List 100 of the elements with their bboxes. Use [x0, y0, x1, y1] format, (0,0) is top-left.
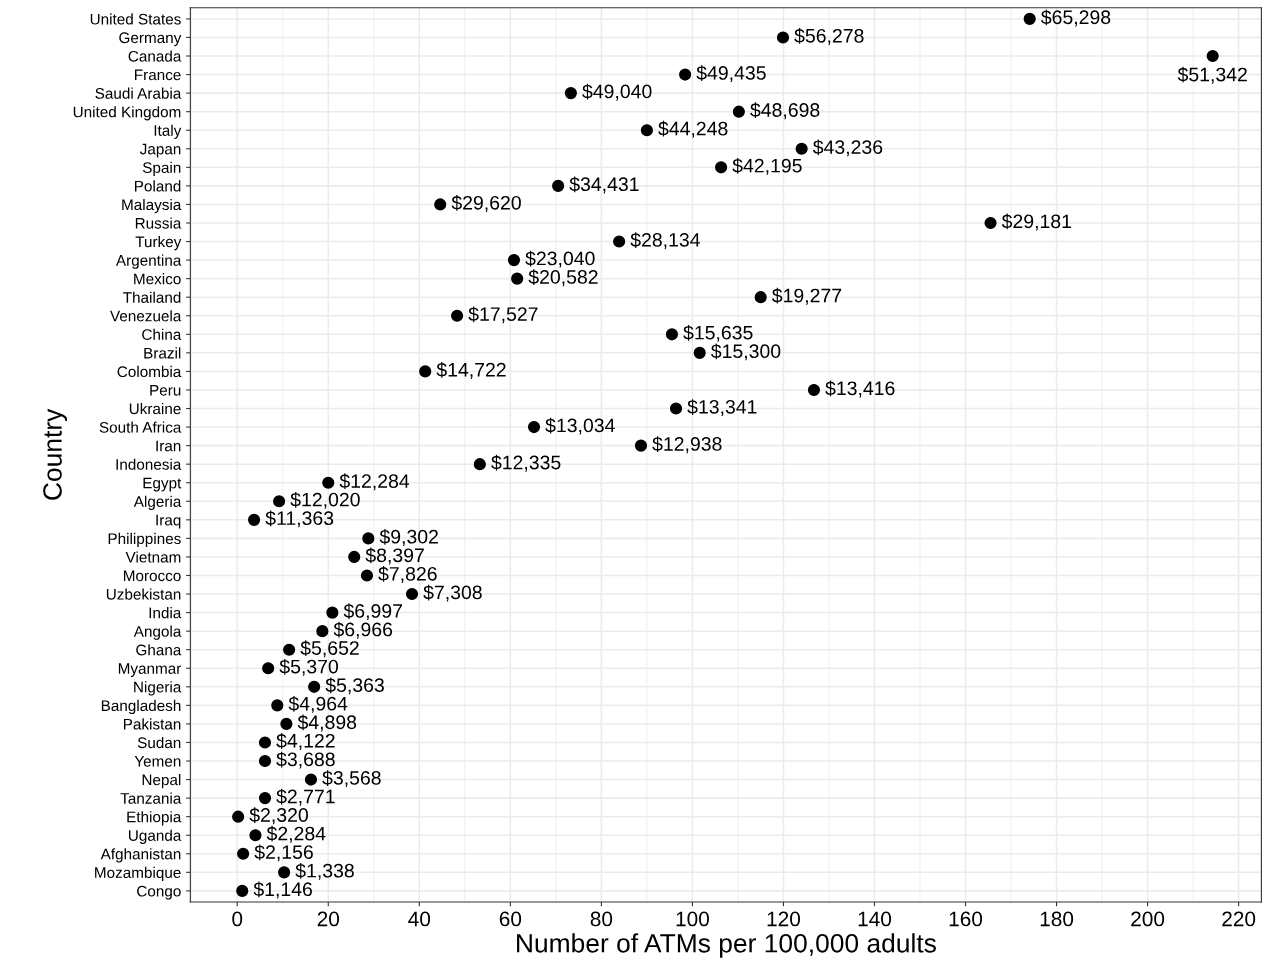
annotation: $4,964 — [288, 695, 348, 713]
point — [348, 550, 361, 564]
annotation: $13,416 — [825, 380, 895, 398]
y-tick-label: Uzbekistan — [106, 588, 181, 600]
annotation: $17,527 — [468, 306, 538, 324]
y-tick-label: Nepal — [142, 774, 181, 789]
y-tick-label: Yemen — [134, 756, 181, 767]
point — [669, 402, 683, 415]
y-tick-label: Angola — [133, 625, 182, 640]
point — [451, 309, 464, 322]
point — [360, 569, 374, 582]
annotation: $29,181 — [1001, 213, 1071, 231]
y-tick-label: Congo — [137, 885, 181, 900]
y-tick-label: India — [149, 607, 182, 619]
annotation: $6,997 — [343, 603, 402, 621]
point — [308, 680, 321, 693]
y-tick-label: Iran — [156, 440, 181, 452]
point — [795, 142, 808, 155]
y-tick-label: Bangladesh — [101, 699, 181, 715]
point — [473, 458, 486, 471]
annotation: $12,284 — [339, 473, 410, 491]
x-tick-label: 80 — [590, 911, 613, 927]
annotation: $13,341 — [687, 399, 757, 417]
y-tick-label: Uganda — [128, 829, 182, 844]
annotation: $19,277 — [772, 287, 842, 305]
annotation: $3,568 — [322, 770, 381, 788]
point — [434, 198, 447, 211]
annotation: $13,034 — [545, 417, 615, 435]
point — [634, 439, 648, 452]
annotation: $2,284 — [266, 825, 326, 843]
y-tick-label: Turkey — [135, 236, 182, 251]
x-tick-label: 60 — [499, 911, 522, 927]
y-tick-label: South Africa — [99, 421, 182, 433]
y-tick-label: United States — [90, 13, 181, 25]
point — [1023, 12, 1036, 25]
annotation: $1,146 — [253, 881, 312, 899]
point — [249, 829, 262, 842]
point — [362, 532, 375, 545]
point — [419, 365, 432, 378]
y-tick-label: Nigeria — [134, 681, 182, 696]
annotation: $44,248 — [658, 120, 728, 138]
y-tick-label: Myanmar — [118, 663, 182, 677]
point — [732, 105, 745, 118]
point — [273, 495, 286, 508]
point — [640, 124, 653, 137]
annotation: $42,195 — [732, 157, 802, 175]
annotation: $7,826 — [378, 566, 437, 584]
y-tick-label: Tanzania — [120, 792, 182, 804]
point — [326, 606, 339, 619]
annotation: $4,898 — [297, 714, 357, 732]
annotation: $15,300 — [711, 343, 781, 361]
point — [564, 87, 577, 100]
annotation: $3,688 — [276, 751, 335, 769]
annotation: $4,122 — [276, 733, 335, 750]
y-tick-label: Algeria — [133, 495, 182, 510]
y-tick-label: Peru — [150, 384, 181, 396]
y-tick-label: Mexico — [134, 273, 181, 285]
x-tick-label: 140 — [858, 911, 892, 927]
y-tick-label: Japan — [139, 143, 181, 158]
annotation: $43,236 — [812, 139, 883, 157]
point — [232, 810, 245, 823]
point — [507, 254, 521, 267]
point — [248, 513, 261, 526]
annotation: $15,635 — [683, 324, 753, 342]
point — [693, 346, 706, 359]
annotation: $51,342 — [1177, 66, 1247, 84]
annotation: $12,938 — [652, 436, 722, 454]
annotation: $48,698 — [750, 102, 820, 120]
point — [278, 866, 291, 879]
y-tick-label: Colombia — [117, 365, 182, 378]
y-tick-label: Poland — [135, 180, 181, 192]
y-tick-label: Vietnam — [125, 551, 181, 563]
annotation: $7,308 — [423, 584, 482, 602]
y-tick-label: Egypt — [143, 477, 182, 492]
y-tick-label: Brazil — [144, 347, 181, 359]
y-tick-label: Sudan — [137, 736, 181, 749]
point — [258, 754, 272, 768]
annotation: $29,620 — [451, 195, 521, 212]
y-tick-label: Canada — [128, 50, 182, 62]
y-tick-label: Ukraine — [129, 402, 181, 415]
point — [283, 643, 296, 656]
point — [258, 736, 272, 749]
y-tick-label: Morocco — [124, 570, 181, 582]
y-tick-label: China — [142, 328, 182, 340]
point — [679, 68, 692, 81]
y-tick-label: Iraq — [156, 514, 181, 529]
y-tick-label: Thailand — [123, 291, 181, 303]
point — [280, 717, 293, 730]
annotation: $5,370 — [279, 658, 339, 676]
point — [405, 587, 419, 601]
point — [552, 179, 565, 192]
annotation: $2,771 — [276, 788, 335, 806]
x-tick-label: 200 — [1131, 911, 1165, 927]
annotation: $14,722 — [436, 362, 506, 379]
point — [304, 773, 318, 786]
annotation: $28,134 — [630, 232, 700, 250]
y-axis-title: Country — [43, 408, 68, 500]
point — [527, 420, 541, 434]
point — [271, 699, 284, 712]
point — [807, 383, 821, 397]
